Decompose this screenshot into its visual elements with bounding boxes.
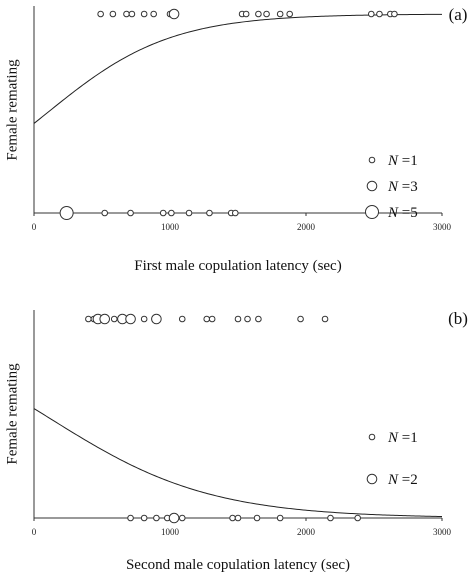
panel-a-y-axis-label: Female remating bbox=[4, 59, 20, 161]
panel-a-data-point bbox=[128, 10, 136, 18]
panel-a-data-point bbox=[97, 10, 104, 18]
panel-a-data-point bbox=[286, 10, 293, 18]
panel-a-data-point bbox=[59, 206, 74, 220]
panel-b-data-point bbox=[297, 315, 304, 323]
panel-b-data-point bbox=[151, 313, 162, 325]
panel-b-data-point bbox=[244, 315, 251, 323]
panel-a-data-point bbox=[376, 10, 383, 18]
panel-b-data-point bbox=[85, 315, 92, 323]
panel-b-data-point bbox=[321, 315, 329, 323]
panel-a-data-point bbox=[206, 209, 213, 217]
panel-a-x-tick-label: 1000 bbox=[161, 222, 180, 232]
panel-a-legend-marker bbox=[365, 205, 379, 219]
panel-a-data-point bbox=[123, 10, 130, 18]
panel-a-data-point bbox=[159, 209, 167, 217]
panel-a-legend-label: N =3 bbox=[387, 179, 418, 195]
panel-b-data-point bbox=[168, 512, 180, 524]
panel-b-data-point bbox=[140, 315, 148, 323]
panel-a-x-tick-label: 0 bbox=[32, 222, 37, 232]
panel-a-data-point bbox=[101, 209, 109, 217]
panel-a-data-point bbox=[391, 10, 398, 18]
panel-b-data-point bbox=[253, 514, 261, 522]
panel-b-x-tick-label: 2000 bbox=[297, 527, 316, 537]
panel-a-fitted-curve bbox=[33, 13, 443, 124]
panel-a-data-point bbox=[127, 209, 134, 217]
panel-b-data-point bbox=[203, 315, 211, 323]
panel-b-x-axis-label: Second male copulation latency (sec) bbox=[126, 557, 350, 573]
panel-a-x-axis-label: First male copulation latency (sec) bbox=[134, 258, 341, 274]
panel-a-data-point bbox=[263, 10, 270, 18]
panel-b-data-point bbox=[125, 313, 136, 325]
panel-b-data-point bbox=[234, 514, 242, 522]
panel-a-data-point bbox=[150, 10, 157, 18]
panel-a-panel-label: (a) bbox=[449, 5, 468, 24]
panel-a-data-point bbox=[367, 10, 375, 18]
panel-b-legend-label: N =1 bbox=[387, 430, 418, 446]
panel-a-data-point bbox=[109, 10, 117, 18]
panel-a-legend-label: N =5 bbox=[387, 205, 418, 221]
panel-a-data-point bbox=[231, 209, 239, 217]
panel-a-legend-marker bbox=[366, 180, 378, 192]
panel-b-data-point bbox=[110, 315, 118, 323]
panel-b-data-point bbox=[229, 514, 236, 522]
panel-b-data-point bbox=[127, 514, 134, 522]
panel-b-panel-label: (b) bbox=[448, 309, 468, 328]
panel-b-legend-marker bbox=[368, 433, 376, 441]
panel-a-data-point bbox=[255, 10, 262, 18]
panel-a-data-point bbox=[276, 10, 284, 18]
panel-b-x-tick-label: 3000 bbox=[433, 527, 452, 537]
panel-b-y-axis-label: Female remating bbox=[4, 363, 20, 465]
panel-b-data-point bbox=[327, 514, 334, 522]
panel-b-data-point bbox=[178, 315, 186, 323]
panel-a-data-point bbox=[140, 10, 148, 18]
panel-a-legend-label: N =1 bbox=[387, 153, 418, 169]
panel-a-x-tick-label: 2000 bbox=[297, 222, 316, 232]
panel-a-data-point bbox=[185, 209, 193, 217]
panel-b-legend-label: N =2 bbox=[387, 472, 418, 488]
panel-b-data-point bbox=[276, 514, 284, 522]
panel-b-data-point bbox=[354, 514, 361, 522]
panel-b-data-point bbox=[140, 514, 148, 522]
panel-a-legend-marker bbox=[368, 156, 376, 164]
panel-b-data-point bbox=[99, 313, 111, 325]
panel-b-data-point bbox=[255, 315, 262, 323]
panel-b-x-tick-label: 0 bbox=[32, 527, 37, 537]
panel-a-x-tick-label: 3000 bbox=[433, 222, 452, 232]
panel-b-legend-marker bbox=[366, 473, 378, 485]
panel-a-data-point bbox=[168, 8, 180, 20]
panel-b-fitted-curve bbox=[33, 408, 443, 518]
panel-b-data-point bbox=[208, 315, 216, 323]
panel-b-x-tick-label: 1000 bbox=[161, 527, 180, 537]
panel-a-data-point bbox=[242, 10, 250, 18]
panel-a-data-point bbox=[168, 209, 175, 217]
panel-b-data-point bbox=[153, 514, 160, 522]
panel-b-data-point bbox=[234, 315, 242, 323]
panel-b-data-point bbox=[178, 514, 186, 522]
